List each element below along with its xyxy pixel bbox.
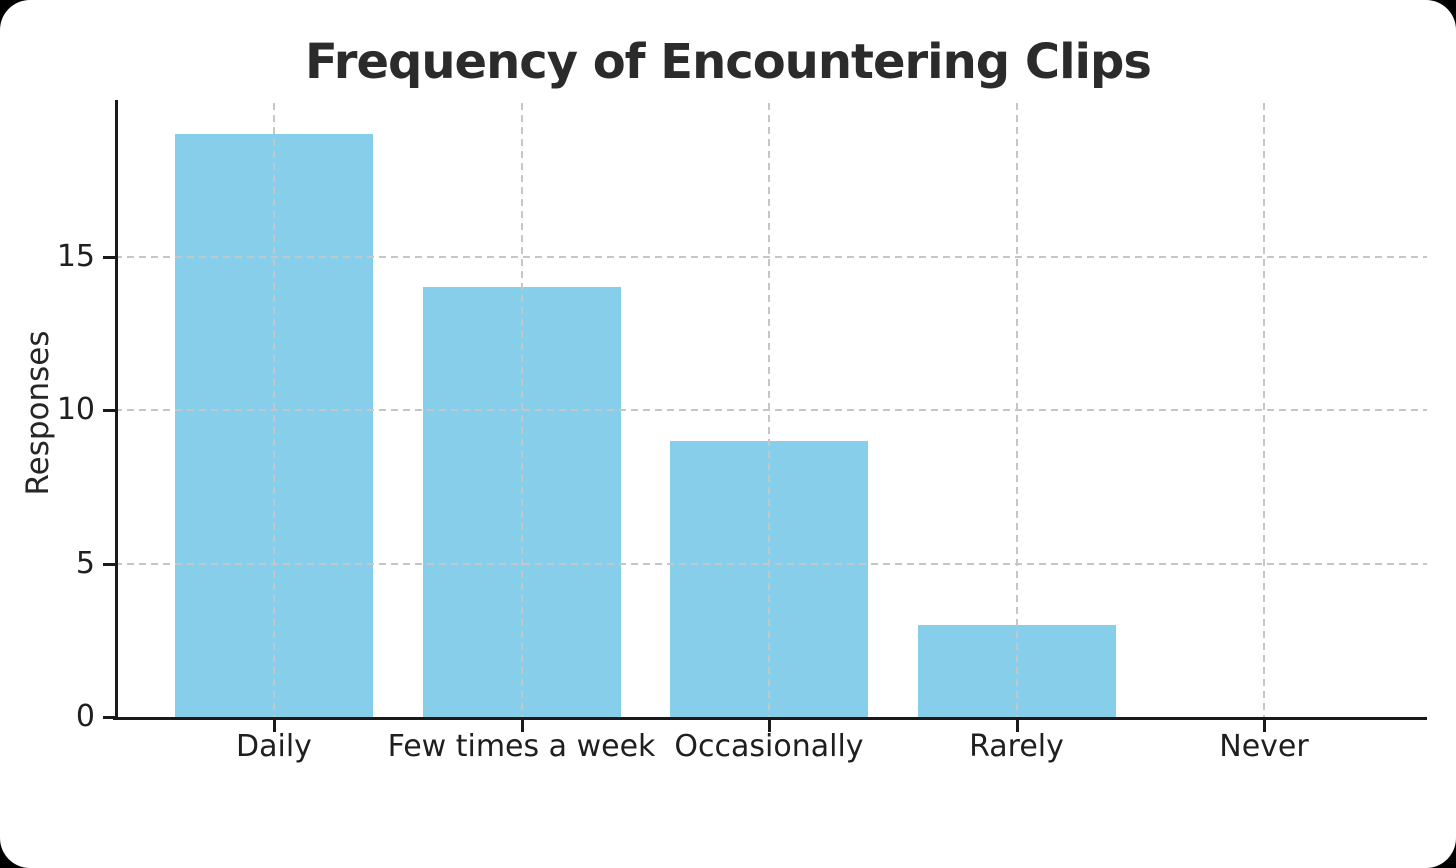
y-tick <box>103 255 115 259</box>
x-tick <box>520 720 524 732</box>
x-tick-label: Occasionally <box>674 729 864 764</box>
x-tick <box>1263 720 1266 732</box>
gridline-horizontal <box>115 409 1427 411</box>
x-axis-spine <box>113 717 1427 720</box>
gridline-horizontal <box>115 255 1427 258</box>
chart-title: Frequency of Encountering Clips <box>305 34 1152 90</box>
y-tick <box>103 562 115 566</box>
y-axis-spine <box>115 100 118 720</box>
x-tick-label: Never <box>1219 729 1309 764</box>
y-tick-label: 5 <box>75 545 95 581</box>
y-tick-label: 15 <box>56 238 95 274</box>
x-tick-label: Few times a week <box>387 729 656 764</box>
x-tick <box>1015 720 1019 732</box>
y-tick-label: 0 <box>75 699 95 734</box>
x-tick-label: Daily <box>236 729 312 764</box>
y-tick <box>103 409 115 412</box>
y-tick <box>103 716 115 719</box>
x-tick-label: Rarely <box>969 729 1064 764</box>
x-tick <box>273 720 276 732</box>
x-tick <box>768 720 771 732</box>
y-tick-label: 10 <box>56 392 95 427</box>
gridline-horizontal <box>115 562 1427 565</box>
